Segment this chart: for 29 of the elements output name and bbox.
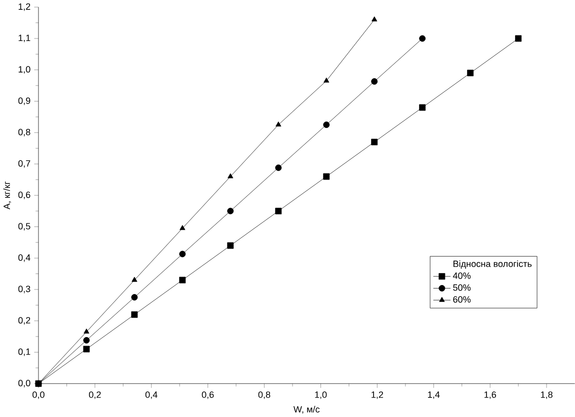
y-tick-label: 0,6 — [18, 192, 30, 200]
x-tick-label: 1,2 — [372, 391, 384, 399]
y-tick-label: 1,1 — [18, 34, 30, 42]
y-tick-label: 0,1 — [18, 348, 30, 356]
x-tick-label: 0,2 — [88, 391, 101, 399]
y-tick-label: 0,2 — [18, 317, 30, 325]
y-tick-label: 0,0 — [18, 380, 30, 388]
legend-label: 50% — [453, 284, 471, 291]
x-tick-label: 0,6 — [202, 391, 214, 399]
y-tick-label: 0,4 — [18, 254, 30, 262]
x-tick-label: 1,4 — [428, 391, 440, 399]
legend-label: 40% — [452, 272, 471, 279]
x-tick-label: 0,0 — [32, 391, 44, 399]
x-tick-label: 1,6 — [484, 391, 496, 399]
y-tick-label: 1,2 — [18, 3, 30, 11]
x-axis-title: W, м/с — [293, 406, 320, 414]
y-tick-label: 0,3 — [18, 286, 30, 294]
y-tick-label: 0,7 — [18, 160, 30, 168]
legend-label: 60% — [453, 296, 471, 303]
y-axis-title: A, кг/кг — [3, 182, 12, 210]
y-tick-label: 1,0 — [18, 66, 30, 74]
x-tick-label: 1,8 — [540, 391, 552, 399]
legend-title: Відносна вологість — [453, 260, 532, 269]
x-tick-label: 0,4 — [145, 391, 158, 399]
y-tick-label: 0,8 — [18, 128, 30, 136]
y-tick-label: 0,9 — [18, 97, 30, 105]
x-tick-label: 0,8 — [258, 391, 270, 399]
y-tick-label: 0,5 — [18, 222, 30, 230]
x-tick-label: 1,0 — [315, 391, 327, 399]
